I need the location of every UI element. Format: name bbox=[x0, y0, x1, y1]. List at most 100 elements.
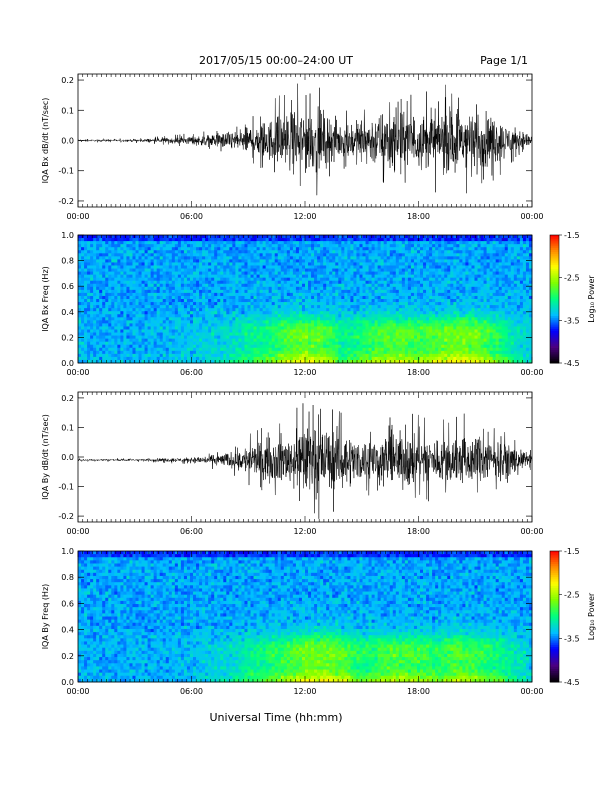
heatmap-cell bbox=[295, 280, 300, 285]
heatmap-cell bbox=[277, 268, 282, 272]
heatmap-cell bbox=[189, 299, 194, 303]
heatmap-cell bbox=[229, 241, 233, 245]
heatmap-cell bbox=[298, 311, 303, 315]
heatmap-cell bbox=[120, 259, 124, 263]
heatmap-cell bbox=[314, 247, 318, 251]
heatmap-cell bbox=[341, 347, 345, 352]
heatmap-cell bbox=[301, 253, 306, 257]
y-axis-label: IQA Bx dB/dt (nT/sec) bbox=[41, 98, 50, 184]
heatmap-cell bbox=[132, 286, 136, 291]
heatmap-cell bbox=[286, 314, 291, 318]
heatmap-cell bbox=[368, 283, 372, 288]
heatmap-cell bbox=[323, 344, 327, 349]
heatmap-cell bbox=[120, 250, 124, 254]
heatmap-cell bbox=[153, 292, 158, 297]
heatmap-cell bbox=[274, 326, 279, 330]
heatmap-cell bbox=[168, 292, 173, 297]
heatmap-cell bbox=[305, 356, 309, 361]
heatmap-cell bbox=[193, 311, 197, 315]
heatmap-cell bbox=[262, 311, 267, 315]
heatmap-cell bbox=[205, 317, 209, 321]
heatmap-cell bbox=[177, 359, 182, 364]
heatmap-cell bbox=[386, 314, 391, 318]
heatmap-cell bbox=[193, 347, 197, 352]
heatmap-cell bbox=[311, 359, 315, 364]
heatmap-cell bbox=[99, 323, 103, 327]
heatmap-cell bbox=[283, 305, 288, 309]
heatmap-cell bbox=[353, 265, 357, 269]
heatmap-cell bbox=[332, 359, 336, 364]
heatmap-cell bbox=[247, 277, 251, 282]
heatmap-cell bbox=[238, 302, 242, 306]
heatmap-cell bbox=[308, 347, 312, 352]
heatmap-cell bbox=[93, 250, 97, 254]
heatmap-cell bbox=[371, 335, 376, 340]
heatmap-cell bbox=[93, 244, 97, 248]
heatmap-cell bbox=[344, 311, 348, 315]
heatmap-cell bbox=[105, 295, 109, 300]
heatmap-cell bbox=[90, 317, 94, 321]
heatmap-cell bbox=[292, 292, 297, 297]
heatmap-cell bbox=[374, 271, 379, 276]
heatmap-cell bbox=[165, 344, 170, 349]
heatmap-cell bbox=[356, 238, 360, 242]
heatmap-cell bbox=[111, 317, 115, 321]
heatmap-cell bbox=[235, 308, 239, 312]
heatmap-cell bbox=[356, 314, 360, 318]
heatmap-cell bbox=[241, 308, 245, 312]
heatmap-cell bbox=[265, 311, 270, 315]
heatmap-cell bbox=[90, 335, 94, 340]
heatmap-cell bbox=[84, 286, 88, 291]
heatmap-cell bbox=[410, 259, 415, 263]
heatmap-cell bbox=[123, 253, 127, 257]
heatmap-cell bbox=[150, 308, 155, 312]
heatmap-cell bbox=[404, 359, 409, 364]
heatmap-cell bbox=[129, 305, 133, 309]
heatmap-cell bbox=[168, 238, 173, 242]
heatmap-cell bbox=[196, 253, 200, 257]
heatmap-cell bbox=[226, 335, 230, 340]
heatmap-cell bbox=[96, 259, 100, 263]
heatmap-cell bbox=[265, 305, 270, 309]
heatmap-cell bbox=[416, 329, 421, 333]
heatmap-cell bbox=[338, 332, 342, 336]
heatmap-cell bbox=[338, 250, 342, 254]
heatmap-cell bbox=[280, 265, 285, 269]
heatmap-cell bbox=[241, 356, 245, 361]
heatmap-cell bbox=[398, 347, 403, 352]
heatmap-cell bbox=[286, 305, 291, 309]
heatmap-cell bbox=[308, 259, 312, 263]
heatmap-cell bbox=[114, 247, 118, 251]
heatmap-cell bbox=[247, 326, 251, 330]
heatmap-cell bbox=[120, 299, 124, 303]
heatmap-cell bbox=[135, 344, 139, 349]
heatmap-cell bbox=[326, 292, 330, 297]
heatmap-cell bbox=[168, 338, 173, 343]
heatmap-cell bbox=[347, 235, 351, 239]
heatmap-cell bbox=[138, 286, 142, 291]
heatmap-cell bbox=[301, 338, 306, 343]
heatmap-cell bbox=[410, 256, 415, 260]
heatmap-cell bbox=[241, 299, 245, 303]
heatmap-cell bbox=[114, 353, 118, 358]
heatmap-cell bbox=[159, 241, 164, 245]
heatmap-cell bbox=[268, 320, 273, 324]
heatmap-cell bbox=[386, 295, 391, 300]
heatmap-cell bbox=[314, 295, 318, 300]
heatmap-cell bbox=[114, 356, 118, 361]
heatmap-cell bbox=[265, 329, 270, 333]
heatmap-cell bbox=[186, 356, 191, 361]
heatmap-cell bbox=[241, 311, 245, 315]
heatmap-cell bbox=[314, 356, 318, 361]
heatmap-cell bbox=[274, 302, 279, 306]
heatmap-cell bbox=[129, 265, 133, 269]
heatmap-cell bbox=[371, 244, 376, 248]
heatmap-cell bbox=[356, 256, 360, 260]
heatmap-cell bbox=[244, 295, 248, 300]
heatmap-cell bbox=[274, 268, 279, 272]
heatmap-cell bbox=[283, 353, 288, 358]
heatmap-cell bbox=[404, 259, 409, 263]
heatmap-cell bbox=[404, 262, 409, 266]
heatmap-cell bbox=[350, 341, 354, 346]
heatmap-cell bbox=[320, 320, 324, 324]
